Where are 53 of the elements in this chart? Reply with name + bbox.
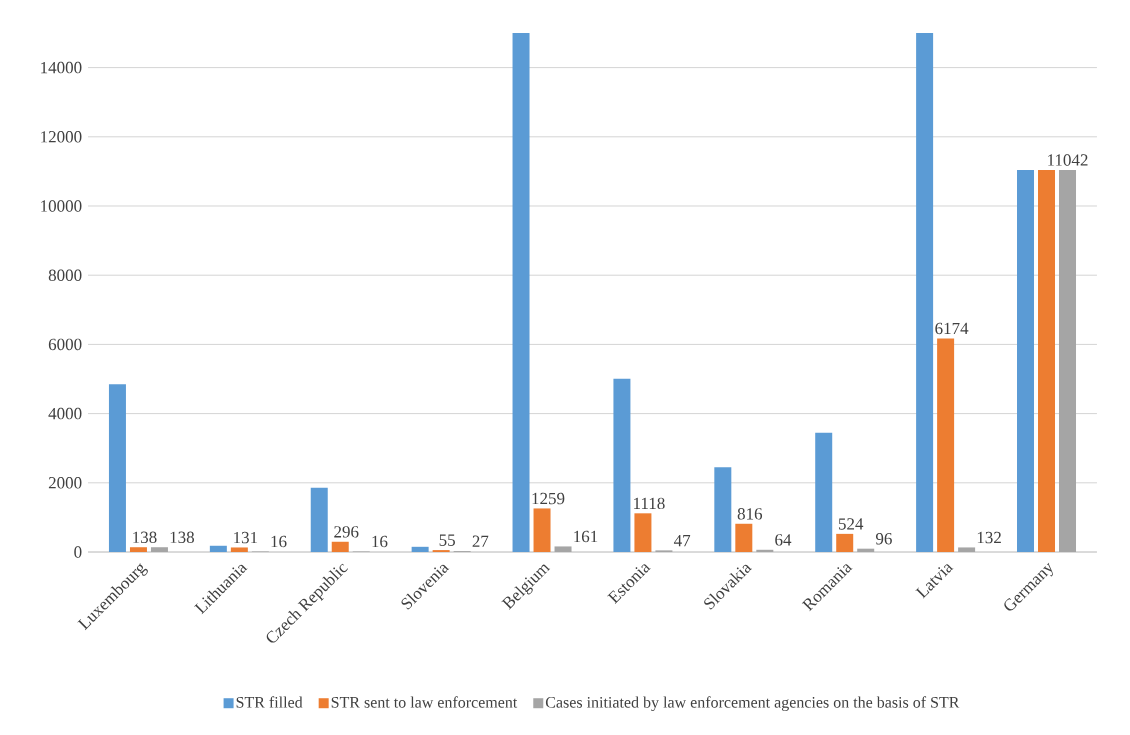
bar [209,545,227,552]
bar [958,547,976,552]
bar [230,547,248,552]
bar [937,338,955,552]
bar [129,547,147,552]
bar [815,432,833,552]
bar [512,33,530,552]
bar [310,487,328,552]
data-label: 161 [574,530,598,543]
y-tick-label: 14000 [41,61,82,74]
data-label: 816 [737,508,763,520]
bar [150,547,168,552]
bar [108,384,126,552]
data-label: 64 [775,534,792,546]
data-label: 524 [838,518,864,530]
bar [634,513,652,552]
bar [411,546,429,552]
data-label: 6174 [935,322,969,335]
data-label: 296 [334,526,359,538]
legend-label: Cases initiated by law enforcement agencies on the basis of STR [545,696,960,712]
data-label: 96 [875,533,892,545]
data-label: 138 [170,531,195,544]
y-tick-label: 2000 [48,477,82,489]
data-label: 1118 [634,497,665,510]
data-label: 11042 [1048,154,1088,166]
bar [916,33,934,552]
y-tick-label: 0 [74,546,82,558]
data-label: 1259 [532,492,565,505]
bar [735,523,753,552]
bar [613,378,631,552]
bar [836,533,854,552]
data-label: 132 [977,531,1001,544]
data-label: 27 [472,535,489,547]
legend-label: STR sent to law enforcement [331,696,518,708]
bar [1059,169,1077,552]
bar [533,508,551,552]
bar [1017,169,1035,552]
data-label: 16 [372,535,388,548]
y-tick-label: 12000 [41,131,82,143]
y-tick-label: 6000 [48,338,82,351]
data-label: 47 [673,534,691,547]
data-label: 16 [271,535,287,548]
legend-label: STR filled [236,696,303,708]
bar [714,467,732,552]
y-tick-label: 10000 [41,200,82,212]
data-label: 55 [439,534,455,546]
data-label: 138 [133,531,157,544]
y-tick-label: 8000 [48,269,82,281]
bar [331,541,349,552]
data-label: 131 [234,531,258,544]
bar [554,546,572,552]
y-tick-label: 4000 [48,407,82,420]
bar [1038,169,1056,552]
